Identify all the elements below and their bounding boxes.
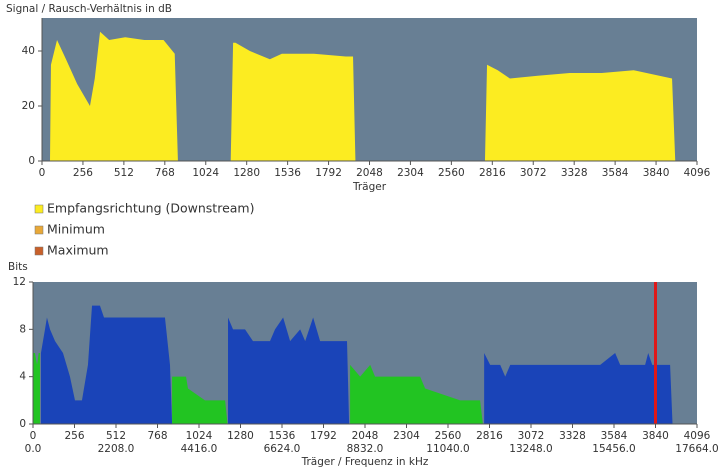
x-tick-label: 3840 xyxy=(643,167,670,179)
legend-label: Minimum xyxy=(47,222,105,237)
x-tick-label: 3328 xyxy=(559,430,586,442)
y-tick-label: 8 xyxy=(19,323,26,335)
x-tick-label: 2048 xyxy=(356,167,383,179)
legend-swatch xyxy=(34,225,44,235)
y-tick-label: 4 xyxy=(19,371,26,383)
x-tick-label: 3584 xyxy=(602,167,629,179)
x-tick-label: 2560 xyxy=(435,430,462,442)
x-tick-label: 1024 xyxy=(186,430,213,442)
freq-tick-label: 11040.0 xyxy=(426,443,469,455)
x-tick-label: 1024 xyxy=(192,167,219,179)
y-tick-label: 40 xyxy=(22,45,35,57)
x-axis-label: Träger / Frequenz in kHz xyxy=(301,456,429,468)
area xyxy=(40,305,173,424)
freq-tick-label: 17664.0 xyxy=(675,443,718,455)
x-tick-label: 1792 xyxy=(315,167,342,179)
area xyxy=(350,364,483,424)
x-tick-label: 1280 xyxy=(227,430,254,442)
area xyxy=(484,353,673,424)
freq-tick-label: 0.0 xyxy=(25,443,42,455)
x-tick-label: 0 xyxy=(30,430,37,442)
y-tick-label: 0 xyxy=(19,418,26,430)
x-tick-label: 1792 xyxy=(310,430,337,442)
x-tick-label: 512 xyxy=(106,430,126,442)
x-tick-label: 4096 xyxy=(684,167,711,179)
x-tick-label: 3328 xyxy=(561,167,588,179)
x-tick-label: 2816 xyxy=(479,167,506,179)
x-tick-label: 256 xyxy=(64,430,84,442)
x-tick-label: 0 xyxy=(39,167,46,179)
area xyxy=(33,353,40,424)
x-tick-label: 2816 xyxy=(476,430,503,442)
freq-tick-label: 4416.0 xyxy=(181,443,218,455)
x-tick-label: 2304 xyxy=(393,430,420,442)
y-tick-label: 0 xyxy=(28,155,35,167)
x-tick-label: 2048 xyxy=(352,430,379,442)
area xyxy=(228,317,350,424)
x-tick-label: 768 xyxy=(155,167,175,179)
x-tick-label: 1280 xyxy=(233,167,260,179)
legend-label: Maximum xyxy=(47,243,109,258)
x-tick-label: 256 xyxy=(73,167,93,179)
area xyxy=(172,376,228,424)
chart-title: Signal / Rausch-Verhältnis in dB xyxy=(6,3,172,15)
x-tick-label: 1536 xyxy=(269,430,296,442)
x-tick-label: 3584 xyxy=(601,430,628,442)
x-tick-label: 3072 xyxy=(518,430,545,442)
x-axis-label: Träger xyxy=(352,181,387,193)
x-tick-label: 512 xyxy=(114,167,134,179)
y-tick-label: 20 xyxy=(22,100,35,112)
legend-swatch xyxy=(34,246,44,256)
x-tick-label: 3072 xyxy=(520,167,547,179)
x-tick-label: 1536 xyxy=(274,167,301,179)
y-tick-label: 12 xyxy=(13,276,26,288)
freq-tick-label: 13248.0 xyxy=(509,443,552,455)
x-tick-label: 2560 xyxy=(438,167,465,179)
freq-tick-label: 15456.0 xyxy=(592,443,635,455)
x-tick-label: 768 xyxy=(147,430,167,442)
freq-tick-label: 6624.0 xyxy=(264,443,301,455)
legend-swatch xyxy=(34,204,44,214)
x-tick-label: 2304 xyxy=(397,167,424,179)
chart-title: Bits xyxy=(8,261,28,273)
x-tick-label: 3840 xyxy=(642,430,669,442)
freq-tick-label: 2208.0 xyxy=(98,443,135,455)
freq-tick-label: 8832.0 xyxy=(347,443,384,455)
legend-label: Empfangsrichtung (Downstream) xyxy=(47,201,254,216)
x-tick-label: 4096 xyxy=(684,430,711,442)
area xyxy=(42,31,697,161)
